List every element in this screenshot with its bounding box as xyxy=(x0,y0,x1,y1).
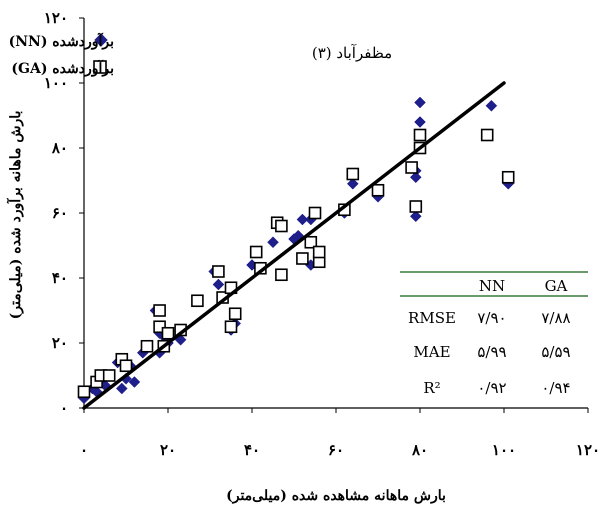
table-row-label: RMSE xyxy=(408,309,456,327)
ga-point xyxy=(371,183,385,197)
y-tick-label: ۱۰۰ xyxy=(44,74,68,92)
legend-nn-label: برآوردشده (NN) xyxy=(9,32,114,50)
ga-point xyxy=(119,359,133,373)
table-cell: ۵/۵۹ xyxy=(541,343,570,361)
x-tick-label: ۰ xyxy=(80,441,88,459)
table-header-cell: GA xyxy=(545,277,568,295)
y-tick-label: ۸۰ xyxy=(51,139,68,157)
ga-point xyxy=(296,252,309,265)
table-header-cell: NN xyxy=(479,277,505,295)
ga-point xyxy=(212,265,225,278)
nn-point xyxy=(414,96,426,109)
legend-nn-marker xyxy=(94,33,108,47)
x-tick-label: ۱۰۰ xyxy=(492,441,516,459)
nn-point xyxy=(212,278,225,291)
ga-point xyxy=(413,128,427,142)
ga-point xyxy=(228,307,242,321)
nn-point xyxy=(409,171,422,184)
y-tick-label: ۴۰ xyxy=(52,269,68,287)
ga-point xyxy=(102,369,116,382)
ga-point xyxy=(77,385,91,399)
y-tick-label: ۰ xyxy=(60,399,68,417)
ga-point xyxy=(480,128,494,142)
ga-point xyxy=(140,339,154,353)
legend-ga-label: برآوردشده (GA) xyxy=(11,59,114,77)
ga-point xyxy=(191,294,204,308)
x-tick-label: ۴۰ xyxy=(244,441,260,459)
y-tick-label: ۲۰ xyxy=(52,334,68,352)
ga-point xyxy=(249,245,263,259)
ga-point xyxy=(409,200,423,213)
x-tick-label: ۶۰ xyxy=(328,441,344,459)
nn-point xyxy=(115,382,128,395)
ga-point xyxy=(304,235,318,249)
ga-point xyxy=(224,320,238,334)
ga-point xyxy=(501,170,515,184)
ga-point xyxy=(161,326,175,340)
ga-point xyxy=(153,320,166,334)
y-axis-label: بارش ماهانه برآورد شده (میلی‌متر) xyxy=(6,111,24,320)
nn-point xyxy=(267,236,279,249)
ga-point xyxy=(275,219,288,233)
y-tick-label: ۱۲۰ xyxy=(44,9,68,27)
nn-point xyxy=(485,99,498,112)
nn-point xyxy=(409,210,422,223)
fit-line xyxy=(82,81,506,410)
ga-point xyxy=(312,245,326,259)
table-cell: ۰/۹۲ xyxy=(477,379,506,397)
table-row-label: MAE xyxy=(413,343,450,361)
y-tick-label: ۶۰ xyxy=(52,204,68,222)
x-tick-label: ۸۰ xyxy=(411,441,428,459)
chart-title: مظفرآباد (۳) xyxy=(312,44,392,62)
table-cell: ۰/۹۴ xyxy=(541,379,570,397)
x-tick-label: ۱۲۰ xyxy=(576,441,600,459)
x-axis-label: بارش ماهانه مشاهده شده (میلی‌متر) xyxy=(226,488,446,504)
ga-point xyxy=(405,161,418,174)
ga-point xyxy=(346,167,360,181)
table-cell: ۷/۹۰ xyxy=(477,309,506,327)
ga-point xyxy=(308,206,322,220)
legend-ga-marker xyxy=(93,60,107,74)
nn-point xyxy=(296,213,309,226)
table-cell: ۵/۹۹ xyxy=(477,343,506,361)
x-tick-label: ۲۰ xyxy=(160,441,176,459)
table-row-label: R² xyxy=(423,379,440,397)
table-cell: ۷/۸۸ xyxy=(541,309,570,327)
nn-point xyxy=(414,116,426,128)
ga-point xyxy=(275,268,288,282)
nn-point xyxy=(128,376,141,388)
nn-point xyxy=(346,177,359,190)
ga-point xyxy=(153,304,166,317)
